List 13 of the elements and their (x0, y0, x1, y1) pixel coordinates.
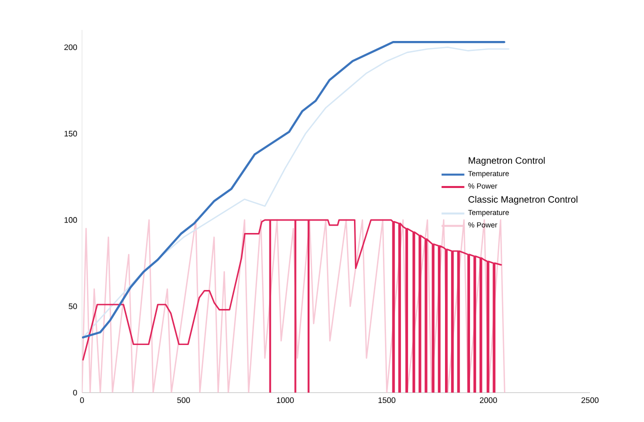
x-tick-label: 2000 (480, 397, 497, 404)
x-tick-label: 2500 (581, 397, 599, 404)
x-tick-label: 500 (177, 397, 190, 404)
y-tick-label: 50 (68, 303, 77, 310)
y-tick-label: 150 (64, 130, 77, 136)
x-tick-label: 0 (80, 397, 84, 404)
x-tick-label: 1500 (378, 397, 396, 404)
y-tick-label: 100 (64, 217, 77, 223)
y-tick-label: 200 (64, 44, 77, 50)
annotation: Classic Magnetron Control (468, 196, 578, 205)
legend-title: Magnetron Control (468, 156, 545, 166)
x-tick-label: 1000 (276, 397, 294, 404)
y-tick-label: 0 (73, 390, 77, 396)
